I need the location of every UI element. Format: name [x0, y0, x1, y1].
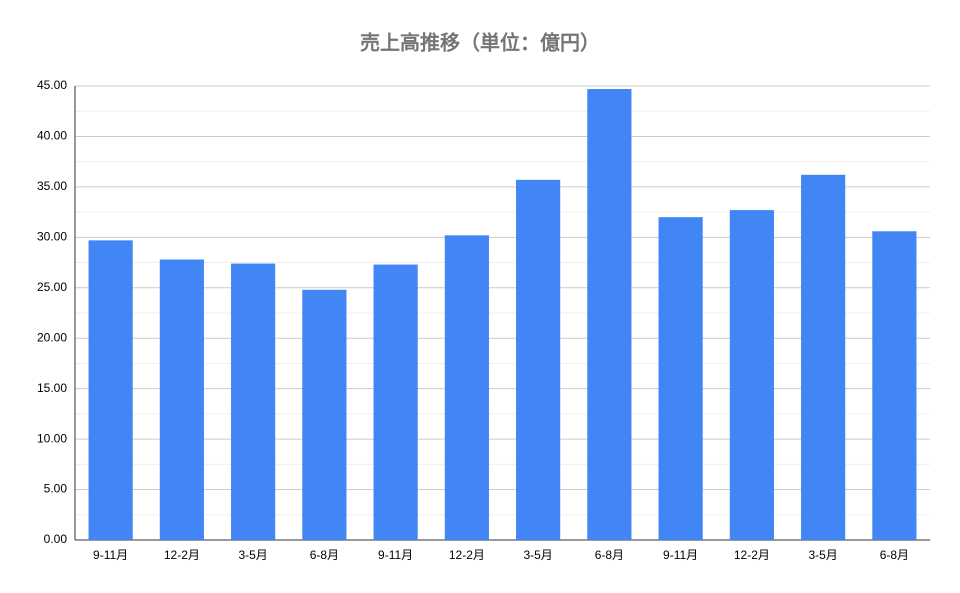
y-tick-label: 30.00: [37, 230, 67, 244]
bar: [729, 210, 774, 541]
bar: [302, 289, 347, 540]
bar: [516, 179, 561, 540]
bar: [88, 240, 133, 541]
x-tick-label: 12-2月: [449, 548, 485, 562]
bar: [231, 263, 276, 540]
y-tick-label: 0.00: [44, 532, 68, 546]
y-tick-label: 20.00: [37, 330, 67, 344]
y-tick-label: 5.00: [44, 482, 68, 496]
bar: [373, 264, 418, 540]
chart-title: 売上高推移（単位：億円）: [360, 30, 600, 54]
x-tick-label: 3-5月: [808, 548, 837, 562]
y-tick-label: 40.00: [37, 129, 67, 143]
bar: [587, 89, 632, 540]
x-tick-label: 6-8月: [310, 548, 339, 562]
y-tick-label: 15.00: [37, 381, 67, 395]
bar: [444, 235, 489, 540]
y-tick-label: 45.00: [37, 78, 67, 92]
x-tick-label: 9-11月: [93, 548, 128, 562]
x-tick-label: 3-5月: [238, 548, 267, 562]
x-tick-label: 9-11月: [663, 548, 698, 562]
bar: [658, 217, 703, 540]
bar: [801, 174, 846, 540]
x-tick-label: 12-2月: [734, 548, 770, 562]
x-tick-label: 12-2月: [164, 548, 200, 562]
x-tick-label: 6-8月: [595, 548, 624, 562]
y-tick-label: 35.00: [37, 179, 67, 193]
y-tick-label: 25.00: [37, 280, 67, 294]
bar: [872, 231, 917, 540]
bar: [159, 259, 204, 540]
x-tick-label: 9-11月: [378, 548, 413, 562]
x-tick-label: 6-8月: [880, 548, 909, 562]
y-tick-label: 10.00: [37, 431, 67, 445]
x-tick-label: 3-5月: [523, 548, 552, 562]
